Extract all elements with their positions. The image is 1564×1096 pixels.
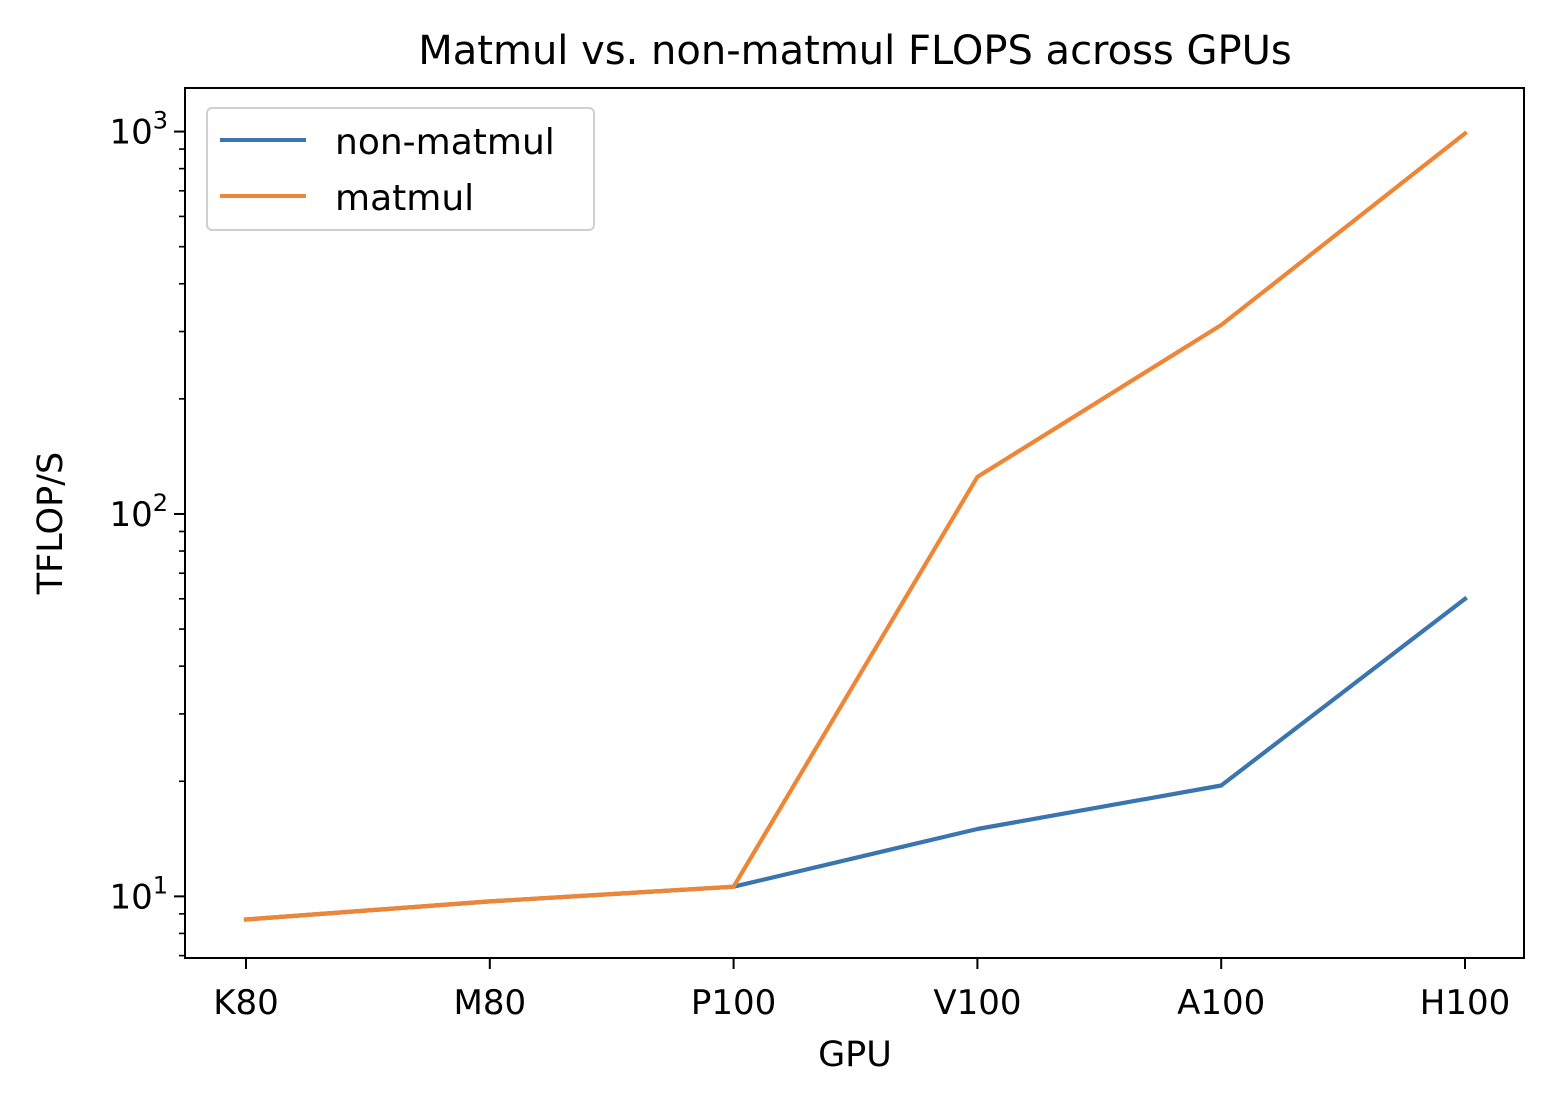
x-tick-label: M80 <box>453 983 526 1023</box>
y-tick-base: 10 <box>109 877 152 917</box>
y-tick-label: 103 <box>109 107 168 153</box>
y-tick-exponent: 3 <box>153 107 168 135</box>
plot-area <box>184 87 1525 959</box>
x-tick-label: K80 <box>213 983 279 1023</box>
x-axis-label: GPU <box>818 1035 892 1075</box>
y-tick-base: 10 <box>109 495 152 535</box>
y-tick-base: 10 <box>109 113 152 153</box>
chart-title: Matmul vs. non-matmul FLOPS across GPUs <box>418 28 1291 74</box>
series-lines <box>243 130 1468 922</box>
series-line-matmul <box>243 130 1468 922</box>
x-tick-label: V100 <box>933 983 1021 1023</box>
y-tick-label: 101 <box>109 871 168 917</box>
y-tick-exponent: 2 <box>153 489 168 517</box>
y-tick-label: 102 <box>109 489 168 535</box>
x-tick-label: P100 <box>691 983 776 1023</box>
y-tick-exponent: 1 <box>153 871 168 899</box>
legend: non-matmul matmul <box>206 107 595 231</box>
x-tick-label: A100 <box>1177 983 1265 1023</box>
legend-label-non-matmul: non-matmul <box>335 122 555 163</box>
y-axis-label: TFLOP/S <box>31 452 71 595</box>
legend-label-matmul: matmul <box>335 178 474 219</box>
x-tick-label: H100 <box>1420 983 1510 1023</box>
y-minor-ticks <box>179 148 185 957</box>
x-axis-ticks: K80 M80 P100 V100 A100 H100 <box>213 958 1510 1023</box>
